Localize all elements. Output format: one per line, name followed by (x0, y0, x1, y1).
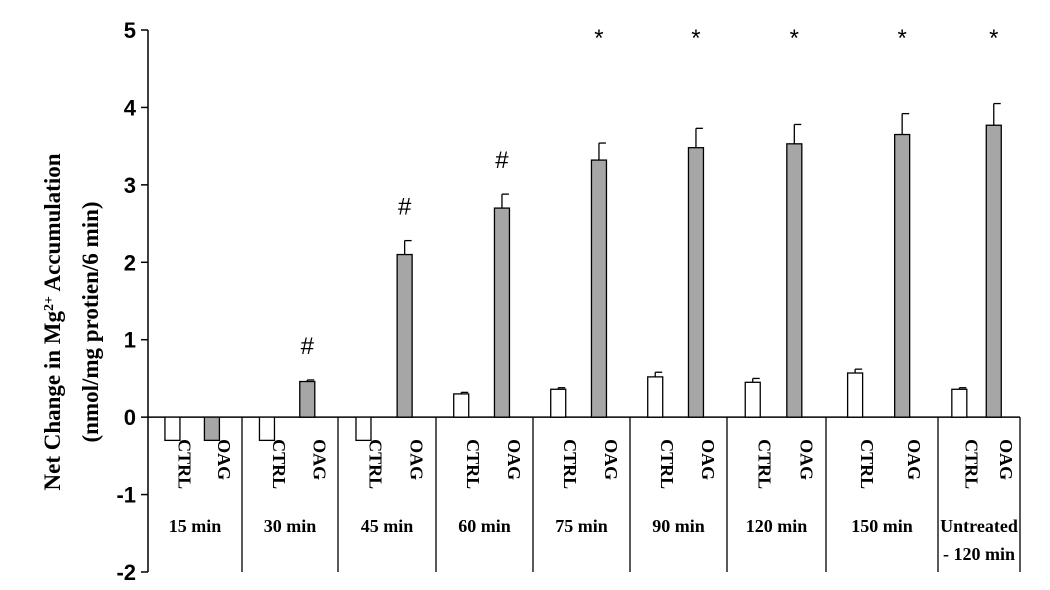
bar-oag (203, 416, 221, 442)
bar-oag (786, 143, 803, 418)
category-label: 90 min (652, 516, 705, 536)
bar-label-oag: OAG (996, 439, 1016, 480)
y-axis-title: Net Change in Mg2+ Accumulation (nmol/mg… (40, 153, 103, 490)
bar-label-ctrl: CTRL (365, 439, 385, 489)
bar-label-oag: OAG (214, 439, 234, 480)
axes (147, 30, 1020, 572)
bar-label-ctrl: CTRL (560, 439, 580, 489)
y-tick-label: 3 (124, 173, 136, 198)
bars (164, 124, 1002, 442)
y-ticks: -2 -1 0 1 2 3 4 5 (116, 18, 148, 585)
asterisk-marker: * (691, 25, 700, 52)
category-label: 120 min (746, 516, 808, 536)
y-tick-label: 0 (124, 405, 136, 430)
bar-ctrl (744, 381, 761, 418)
bar-ctrl (846, 372, 864, 418)
bar-oag (493, 207, 511, 418)
bar-label-ctrl: CTRL (657, 439, 677, 489)
bar-oag (894, 133, 911, 418)
bar-label-ctrl: CTRL (755, 439, 775, 489)
category-labels: 15 min 30 min 45 min 60 min 75 min 90 min 120 … (169, 516, 1018, 564)
category-label: 75 min (555, 516, 608, 536)
y-axis-title-superscript: 2+ (42, 296, 57, 311)
y-tick-label: 2 (124, 250, 136, 275)
category-label: 30 min (264, 516, 317, 536)
bar-ctrl (550, 388, 567, 418)
bar-oag (299, 380, 316, 418)
y-tick-label: 5 (124, 18, 136, 43)
y-tick-label: 1 (124, 328, 136, 353)
bar-label-ctrl: CTRL (269, 439, 289, 489)
bar-label-oag: OAG (407, 439, 427, 480)
category-label: 15 min (169, 516, 222, 536)
category-dividers (241, 417, 1021, 572)
bar-label-oag: OAG (698, 439, 718, 480)
significance-markers: # # # * * * * * (301, 25, 999, 360)
bar-oag (396, 253, 413, 418)
bar-ctrl (258, 416, 276, 442)
category-label: Untreated (940, 516, 1018, 536)
bar-ctrl (453, 393, 470, 418)
bar-label-ctrl: CTRL (463, 439, 483, 489)
bar-oag (985, 124, 1002, 418)
hash-marker: # (301, 333, 315, 360)
y-axis-title-line1-end: Accumulation (40, 153, 65, 296)
bar-ctrl (647, 376, 664, 418)
y-axis-title-line1: Net Change in Mg2+ Accumulation (40, 153, 65, 490)
bar-labels: CTRL OAG CTRL OAG CTRL OAG CTRL OAG CTRL OAG CTRL O… (174, 439, 1015, 489)
y-tick-label: -2 (116, 560, 136, 585)
bar-label-oag: OAG (796, 439, 816, 480)
bar-ctrl (355, 416, 372, 442)
y-tick-label: -1 (116, 483, 136, 508)
bar-ctrl (164, 416, 181, 442)
bar-label-oag: OAG (309, 439, 329, 480)
category-label: - 120 min (943, 544, 1015, 564)
asterisk-marker: * (594, 25, 603, 52)
asterisk-marker: * (989, 25, 998, 52)
bar-label-ctrl: CTRL (961, 439, 981, 489)
bar-label-oag: OAG (504, 439, 524, 480)
error-bars (306, 102, 1001, 394)
bar-oag (590, 159, 608, 418)
asterisk-marker: * (897, 25, 906, 52)
y-tick-label: 4 (124, 95, 137, 120)
hash-marker: # (398, 194, 412, 221)
category-label: 60 min (458, 516, 511, 536)
category-label: 45 min (361, 516, 414, 536)
category-label: 150 min (851, 516, 913, 536)
hash-marker: # (495, 147, 509, 174)
bar-label-oag: OAG (601, 439, 621, 480)
bar-oag (687, 147, 705, 418)
y-axis-title-line2: (nmol/mg protien/6 min) (78, 201, 103, 442)
y-axis-title-line1-start: Net Change in Mg (40, 310, 65, 490)
bar-label-oag: OAG (904, 439, 924, 480)
bar-label-ctrl: CTRL (857, 439, 877, 489)
bar-ctrl (951, 388, 968, 418)
bar-label-ctrl: CTRL (174, 439, 194, 489)
asterisk-marker: * (790, 25, 799, 52)
